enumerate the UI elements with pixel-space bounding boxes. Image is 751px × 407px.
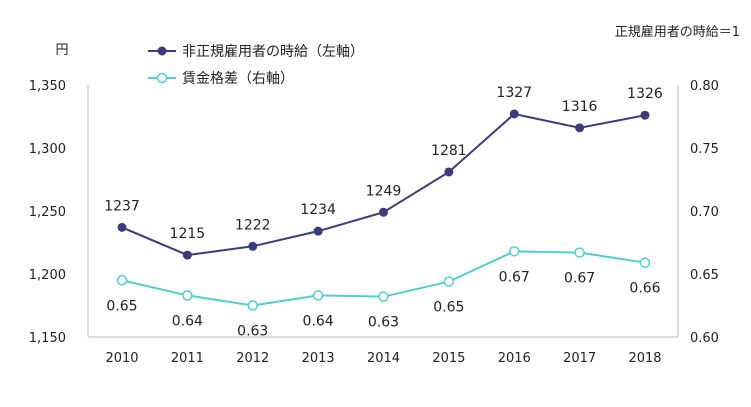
data-point [312, 290, 324, 301]
data-point [117, 222, 127, 232]
data-label: 0.64 [172, 313, 203, 329]
data-label: 0.65 [106, 298, 137, 314]
left-axis-unit: 円 [55, 43, 68, 58]
data-label: 1215 [170, 226, 206, 242]
data-label: 1234 [300, 202, 336, 218]
right-tick-label: 0.65 [690, 268, 719, 283]
right-axis-ticks: 0.60 0.65 0.70 0.75 0.80 [690, 79, 719, 346]
data-label: 1237 [104, 198, 140, 214]
data-point [247, 300, 258, 311]
legend-label-wage-gap: 賃金格差（右軸） [182, 71, 294, 87]
data-point [639, 257, 651, 268]
left-axis-ticks: 1,150 1,200 1,250 1,300 1,350 [29, 79, 66, 346]
ratio-note: 正規雇用者の時給＝1 [615, 24, 740, 40]
data-point [574, 247, 585, 258]
data-point [379, 207, 388, 217]
x-tick-label: 2017 [563, 351, 596, 366]
data-point [116, 275, 128, 286]
data-label: 0.63 [237, 324, 268, 340]
data-label: 0.63 [368, 315, 399, 331]
left-tick-label: 1,250 [29, 205, 66, 220]
data-point [443, 276, 455, 287]
data-point [509, 109, 519, 119]
data-point [378, 291, 389, 302]
legend: 非正規雇用者の時給（左軸） 賃金格差（右軸） [148, 43, 364, 87]
left-tick-label: 1,300 [29, 142, 66, 157]
data-label: 1327 [496, 85, 532, 101]
data-label: 1281 [431, 143, 467, 159]
x-tick-label: 2016 [498, 351, 531, 366]
data-label: 0.65 [433, 300, 464, 316]
data-point [313, 226, 323, 236]
data-label: 1326 [627, 86, 663, 102]
data-point [575, 123, 585, 133]
data-point [444, 167, 454, 177]
data-label: 1249 [366, 183, 402, 199]
left-tick-label: 1,200 [29, 268, 66, 283]
data-label: 0.64 [303, 313, 334, 329]
right-tick-label: 0.70 [690, 205, 719, 220]
x-tick-label: 2012 [236, 351, 269, 366]
right-tick-label: 0.60 [690, 331, 719, 346]
data-label: 0.67 [499, 269, 530, 285]
x-tick-label: 2015 [432, 351, 465, 366]
x-tick-label: 2011 [171, 351, 204, 366]
legend-item-wage-gap: 賃金格差（右軸） [148, 71, 294, 87]
x-axis-ticks: 2010 2011 2012 2013 2014 2015 2016 2017 2018 [105, 351, 661, 366]
legend-item-hourly-wage: 非正規雇用者の時給（左軸） [148, 43, 364, 60]
left-tick-label: 1,150 [29, 331, 66, 346]
data-label: 0.66 [629, 281, 660, 297]
data-label: 0.67 [564, 271, 595, 287]
data-point [182, 250, 192, 260]
data-point [248, 241, 258, 251]
right-tick-label: 0.80 [690, 79, 719, 94]
x-tick-label: 2014 [367, 351, 400, 366]
data-label: 1316 [562, 99, 598, 115]
x-tick-label: 2013 [302, 351, 335, 366]
legend-label-hourly-wage: 非正規雇用者の時給（左軸） [182, 43, 364, 60]
right-tick-label: 0.75 [690, 142, 719, 157]
series-layer: 1237 1215 1222 1234 1249 1281 1327 1316 1326 0.65… [104, 85, 663, 340]
series-hourly-wage: 1237 1215 1222 1234 1249 1281 1327 1316 1326 [104, 85, 663, 260]
x-tick-label: 2010 [105, 351, 138, 366]
data-point [640, 110, 650, 120]
data-label: 1222 [235, 217, 271, 233]
x-tick-label: 2018 [628, 351, 661, 366]
data-point [509, 246, 520, 257]
legend-marker-hourly-wage [157, 46, 167, 56]
left-tick-label: 1,350 [29, 79, 66, 94]
series-wage-gap: 0.65 0.64 0.63 0.64 0.63 0.65 0.67 0.67 0.66 [106, 246, 661, 340]
data-point [182, 290, 193, 301]
legend-marker-wage-gap [156, 72, 168, 84]
